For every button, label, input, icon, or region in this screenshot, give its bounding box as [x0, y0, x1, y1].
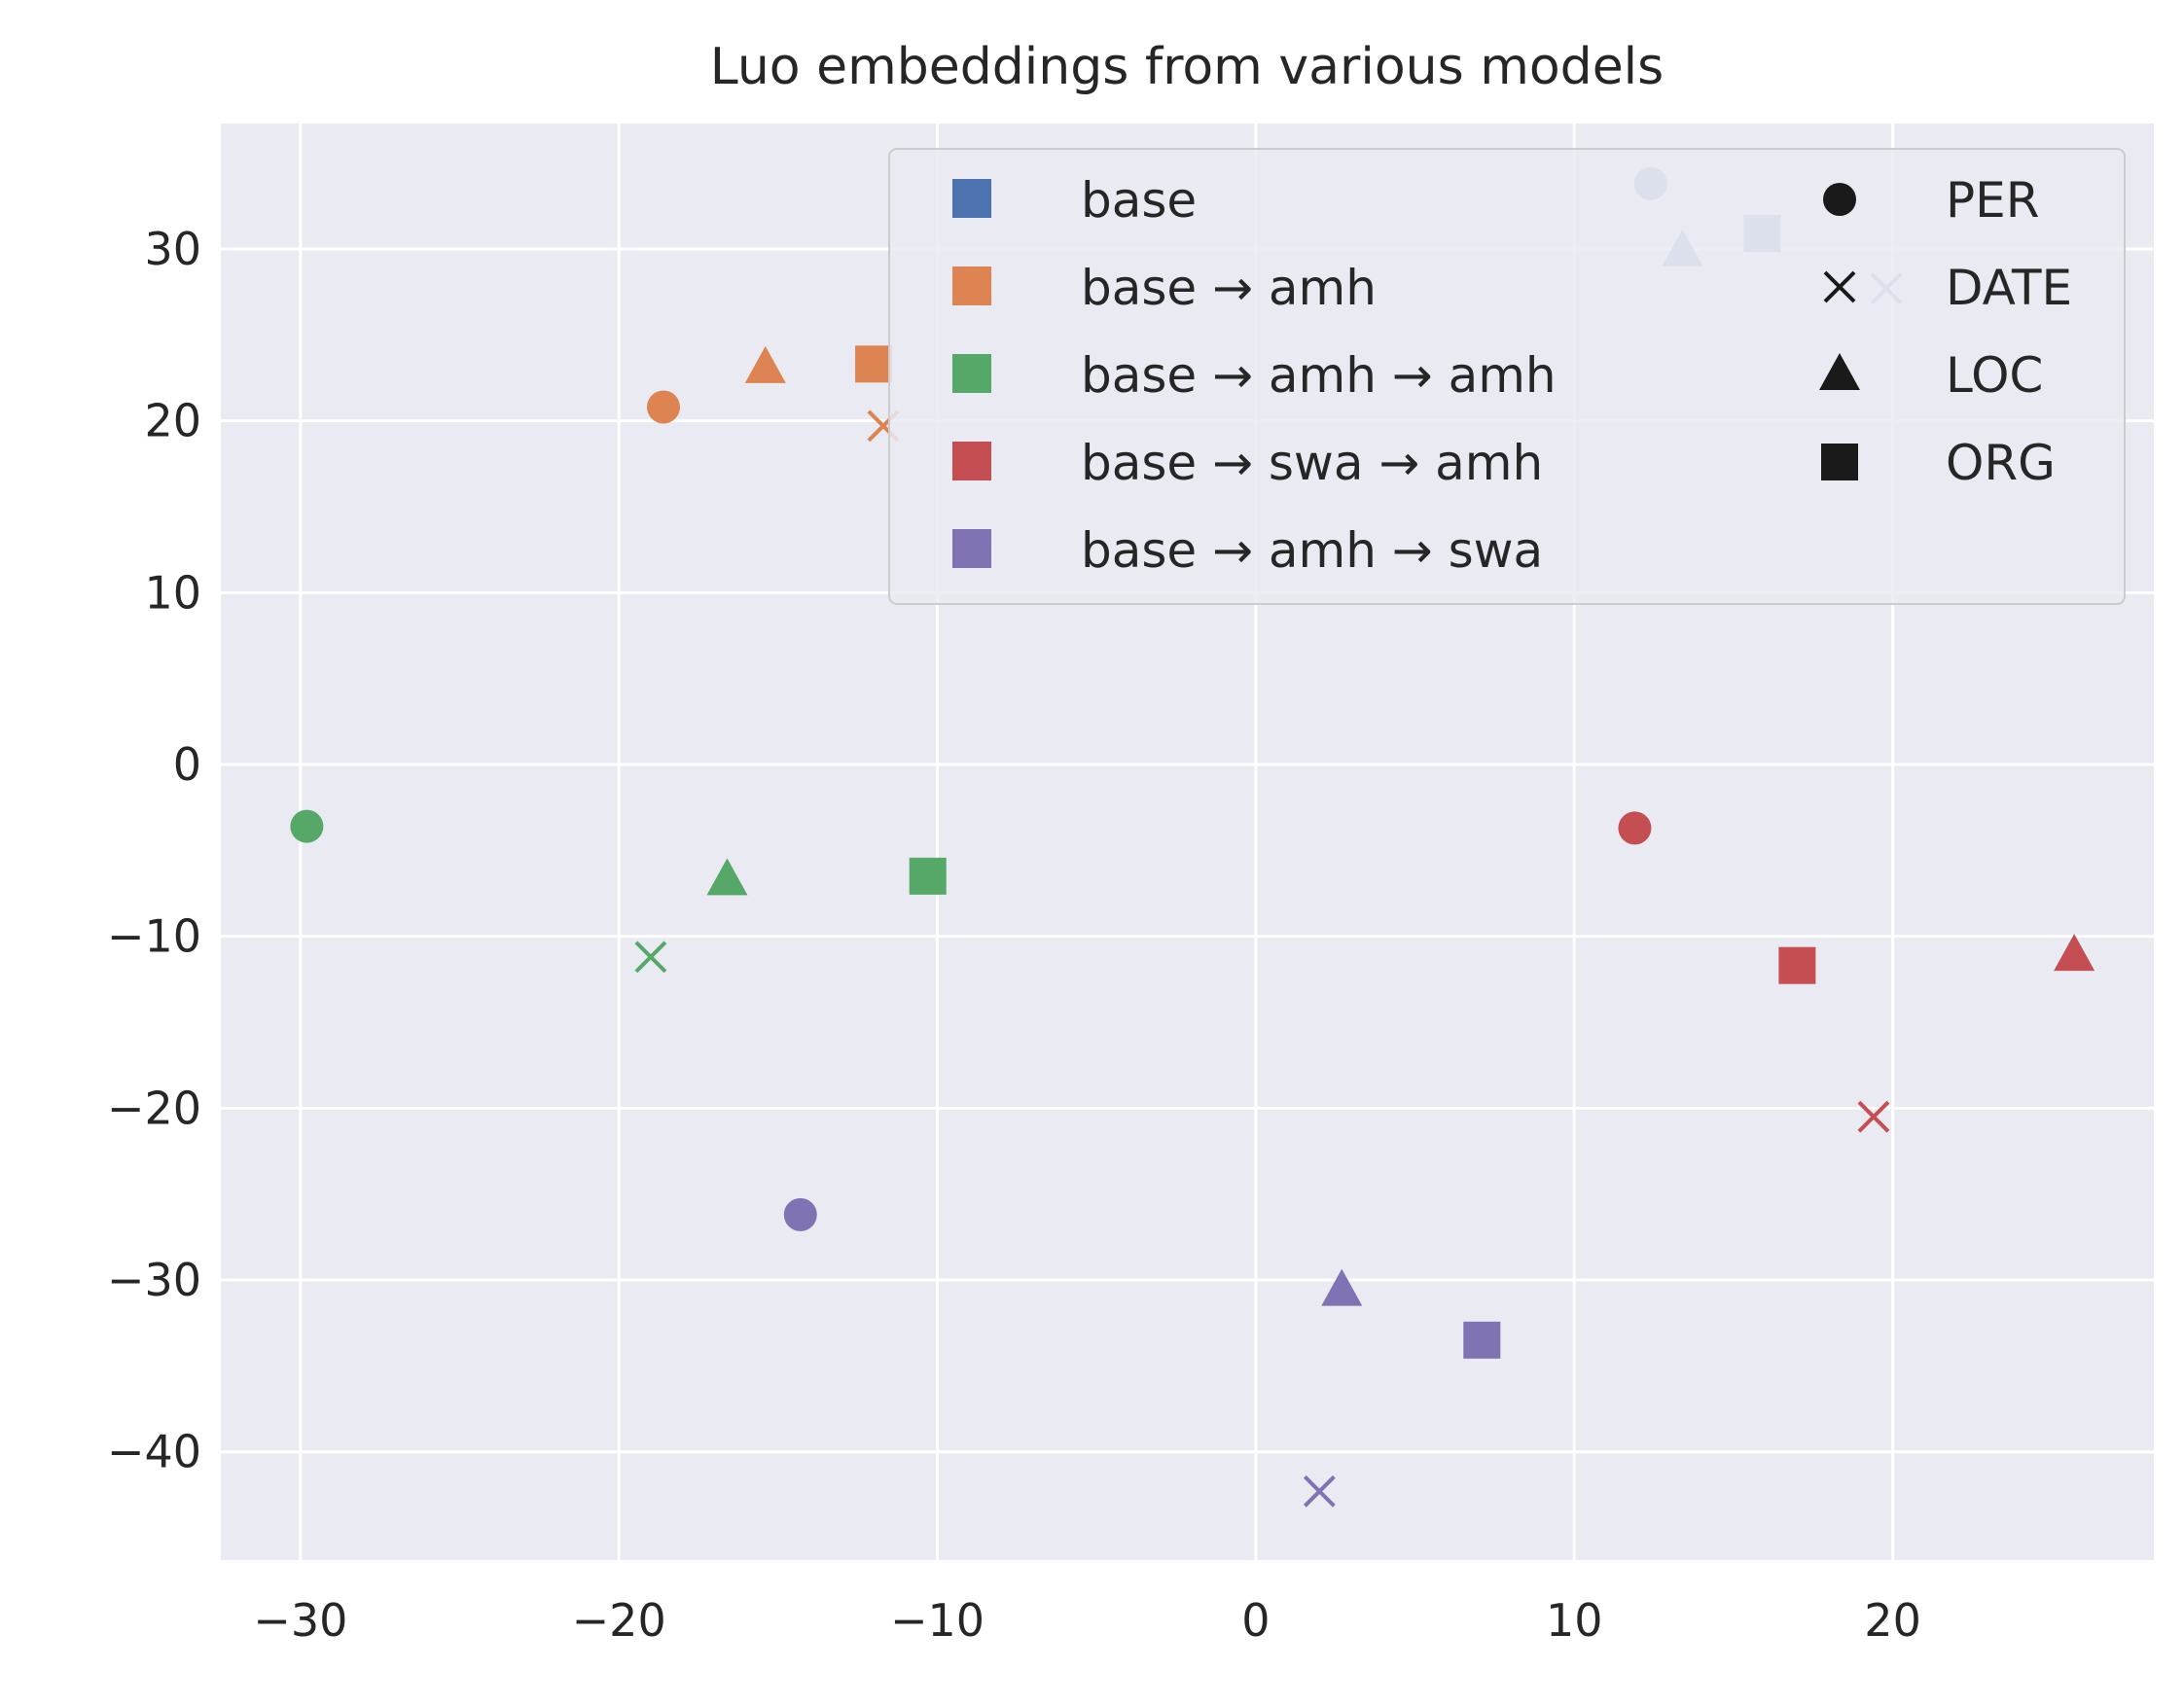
- y-tick-label: 30: [144, 223, 201, 275]
- legend-marker-label: DATE: [1946, 260, 2072, 316]
- x-marker-stroke: [634, 941, 667, 974]
- point-date: [1857, 1100, 1890, 1133]
- x-marker-stroke: [1857, 1100, 1890, 1133]
- x-marker-stroke: [1823, 270, 1856, 303]
- x-tick-label: −10: [890, 1594, 985, 1647]
- legend-series-label: base → amh → swa: [1081, 522, 1543, 579]
- legend-swatch: [952, 529, 991, 568]
- point-loc: [706, 858, 748, 896]
- point-org: [1778, 946, 1816, 984]
- point-loc: [1321, 1268, 1363, 1306]
- point-org: [909, 857, 947, 895]
- x-tick-label: −30: [253, 1594, 347, 1647]
- chart-title: Luo embeddings from various models: [710, 38, 1664, 96]
- legend-box: [888, 148, 2126, 605]
- y-tick-label: 20: [144, 395, 201, 447]
- x-tick-label: 0: [1241, 1594, 1270, 1647]
- legend-x-icon: [1823, 270, 1856, 303]
- legend-square-icon: [1821, 444, 1858, 480]
- x-marker-stroke: [1303, 1474, 1336, 1508]
- legend-series-label: base → swa → amh: [1081, 435, 1543, 491]
- y-tick-label: 10: [144, 566, 201, 619]
- legend-marker-label: ORG: [1946, 435, 2056, 491]
- point-loc: [744, 345, 786, 383]
- point-org: [1463, 1321, 1501, 1359]
- legend-series-label: base: [1081, 172, 1197, 229]
- legend: base base → amh base → amh → amh base → swa…: [888, 148, 2126, 605]
- legend-marker-label: PER: [1946, 172, 2039, 229]
- legend-triangle-icon: [1819, 353, 1860, 390]
- legend-marker-label: LOC: [1946, 347, 2043, 404]
- legend-swatch: [952, 354, 991, 393]
- x-tick-label: 10: [1546, 1594, 1603, 1647]
- x-tick-label: 20: [1864, 1594, 1921, 1647]
- legend-swatch: [952, 266, 991, 305]
- point-loc: [2054, 934, 2095, 972]
- point-date: [634, 941, 667, 974]
- legend-swatch: [952, 179, 991, 218]
- y-tick-label: −30: [107, 1254, 201, 1306]
- x-tick-label: −20: [572, 1594, 666, 1647]
- legend-circle-icon: [1823, 183, 1856, 216]
- point-org: [855, 345, 893, 383]
- y-tick-label: −20: [107, 1082, 201, 1134]
- legend-series-label: base → amh: [1081, 260, 1377, 316]
- point-per: [783, 1197, 817, 1231]
- point-date: [1303, 1474, 1336, 1508]
- y-tick-label: −40: [107, 1426, 201, 1478]
- point-per: [647, 390, 681, 424]
- y-tick-label: 0: [173, 738, 201, 791]
- axis-ticks: −30 −20 −10 0 10 20 −40 −30 −20 −10 0 10 20 30: [107, 223, 1921, 1647]
- y-tick-label: −10: [107, 910, 201, 963]
- legend-series-label: base → amh → amh: [1081, 347, 1557, 404]
- point-per: [290, 809, 324, 843]
- point-per: [1618, 811, 1652, 845]
- legend-swatch: [952, 442, 991, 480]
